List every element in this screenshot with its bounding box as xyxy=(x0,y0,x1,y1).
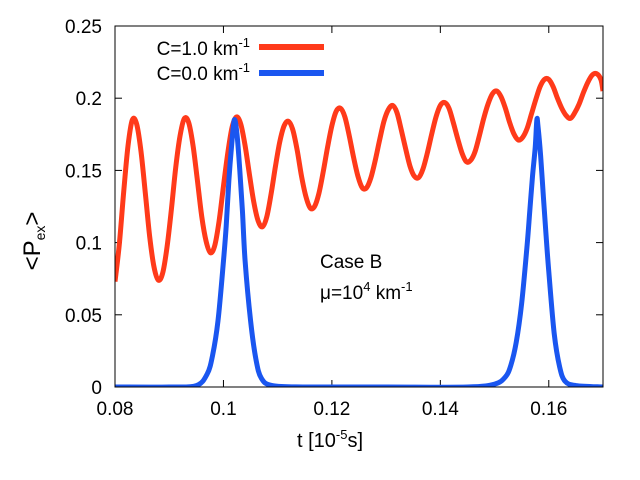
legend-label-c1: C=1.0 km-1 xyxy=(157,35,250,60)
y-axis-label: <Pex> xyxy=(19,212,48,271)
x-tick-label: 0.16 xyxy=(530,399,567,420)
plot-lines xyxy=(115,70,603,387)
series-line-c0 xyxy=(115,115,603,387)
x-axis-label: t [10-5s] xyxy=(297,427,363,452)
y-tick-label: 0.2 xyxy=(76,89,102,110)
x-tick-label: 0.14 xyxy=(422,399,459,420)
annotation-case: Case B xyxy=(320,252,382,273)
y-tick-label: 0.05 xyxy=(65,306,102,327)
x-axis-ticks: 0.08 0.1 0.12 0.14 0.16 xyxy=(97,26,567,420)
x-tick-label: 0.12 xyxy=(313,399,350,420)
legend: C=1.0 km-1 C=0.0 km-1 xyxy=(157,35,324,85)
y-tick-label: 0.25 xyxy=(65,17,102,38)
annotation: Case B μ=104 km-1 xyxy=(320,252,413,304)
series-line-c1 xyxy=(115,70,603,283)
plot-frame xyxy=(114,25,604,388)
legend-label-c0: C=0.0 km-1 xyxy=(157,60,250,85)
annotation-mu: μ=104 km-1 xyxy=(320,279,413,304)
x-tick-label: 0.1 xyxy=(210,399,236,420)
x-tick-label: 0.08 xyxy=(97,399,134,420)
y-tick-label: 0.15 xyxy=(65,161,102,182)
y-tick-label: 0 xyxy=(91,378,102,399)
y-tick-label: 0.1 xyxy=(76,234,102,255)
